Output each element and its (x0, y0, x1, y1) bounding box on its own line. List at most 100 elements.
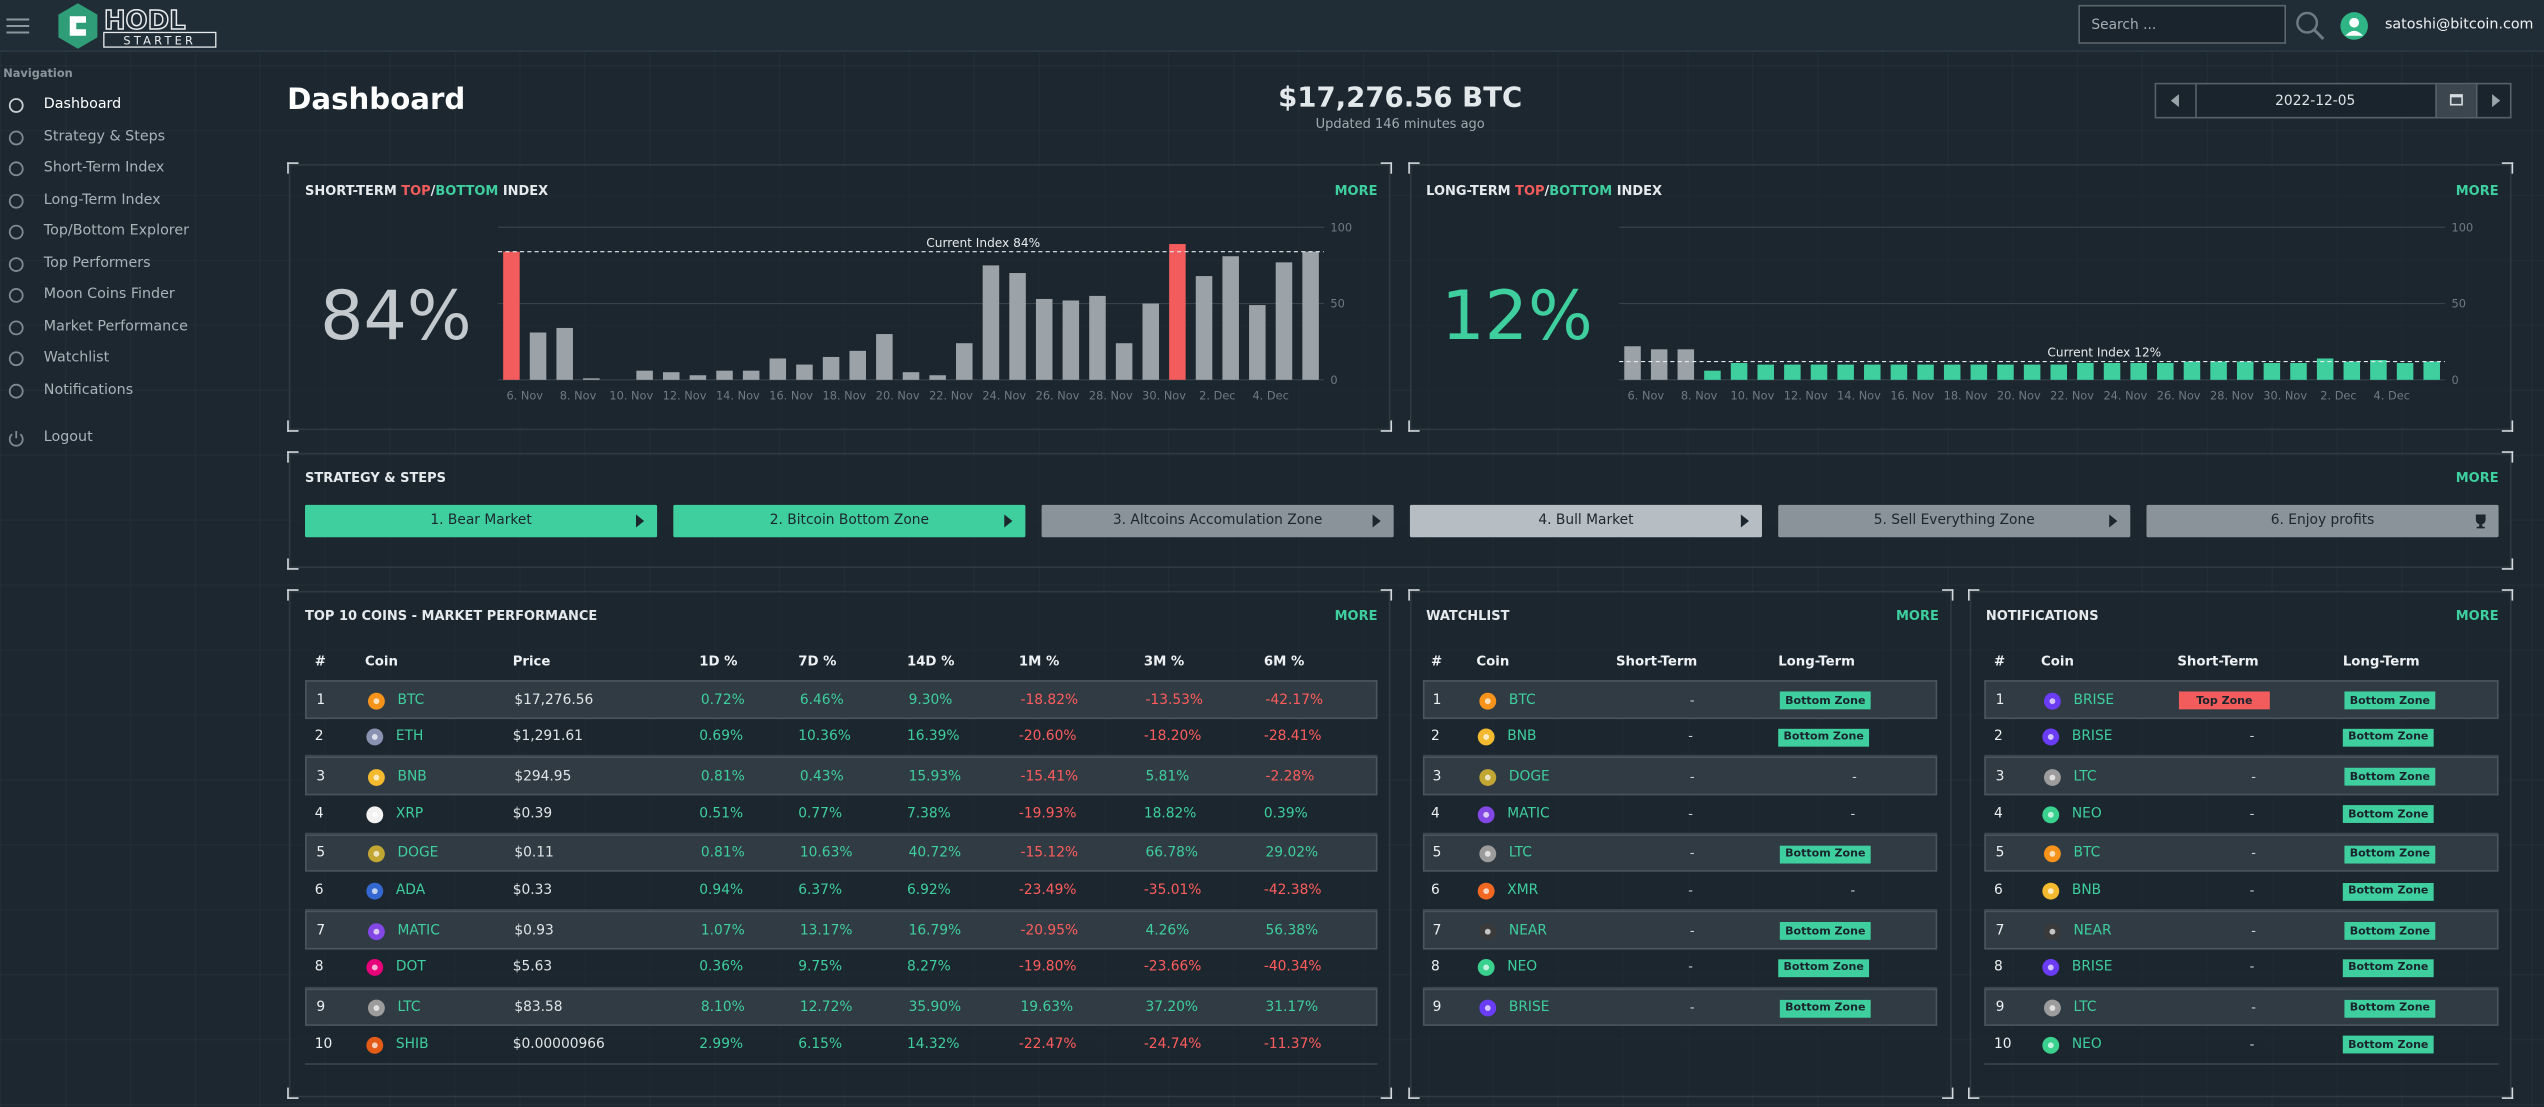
rank: 7 (1432, 922, 1442, 939)
coin-icon (2043, 999, 2061, 1017)
coin-icon-dot (1484, 1005, 1491, 1012)
rank: 3 (316, 768, 326, 786)
coin-icon-dot (2047, 888, 2054, 895)
coin-icon-dot (2047, 734, 2054, 741)
coin-icon-dot (2049, 851, 2056, 858)
coin-icon-dot (1484, 928, 1491, 935)
menu-icon[interactable] (3, 0, 32, 52)
coin-name[interactable]: BRISE (1508, 999, 1550, 1016)
coin-name[interactable]: ADA (395, 882, 426, 899)
logout[interactable]: Logout (43, 429, 93, 446)
search-box[interactable]: Search ... (2078, 4, 2287, 44)
strategy-step[interactable]: 5. Sell Everything Zone (1778, 504, 2131, 538)
rank: 2 (1993, 728, 2003, 745)
table-row: 10 SHIB $0.00000966 2.99% 6.15% 14.32% -22.47%… (305, 1026, 1378, 1065)
coin-name[interactable]: NEO (2071, 805, 2102, 822)
date-prev[interactable] (2156, 84, 2197, 117)
coin-name[interactable]: LTC (1508, 845, 1532, 862)
nav-item[interactable]: Strategy & Steps (43, 129, 166, 146)
user-icon[interactable] (2340, 11, 2369, 40)
coin-name[interactable]: BNB (2071, 882, 2102, 899)
nav-icon-shape (8, 224, 24, 240)
coin-name[interactable]: MATIC (1507, 805, 1550, 822)
date-value[interactable]: 2022-12-05 (2275, 92, 2356, 110)
zone-empty: - (2249, 883, 2255, 898)
coin-name[interactable]: BNB (1507, 728, 1537, 745)
step-label: 4. Bull Market (1538, 512, 1634, 529)
coin-name[interactable]: DOGE (397, 845, 439, 862)
trophy-shape (2475, 514, 2486, 529)
zone-badge: Bottom Zone (2342, 959, 2434, 977)
change: 12.72% (799, 999, 853, 1016)
nav-item[interactable]: Notifications (43, 382, 134, 399)
coin-icon (2042, 882, 2060, 900)
nav-item[interactable]: Top/Bottom Explorer (43, 223, 190, 240)
nav-item[interactable]: Dashboard (43, 96, 122, 113)
coin-name[interactable]: XMR (1507, 882, 1539, 899)
coin-name[interactable]: BRISE (2071, 728, 2113, 745)
coin-name[interactable]: NEAR (1508, 922, 1547, 939)
coin-name[interactable]: DOGE (1508, 768, 1550, 786)
table-row: 3 LTC - Bottom Zone (1984, 757, 2499, 796)
rank: 6 (1993, 882, 2003, 899)
date-calendar[interactable] (2435, 84, 2476, 117)
coin-name[interactable]: LTC (2073, 999, 2097, 1016)
panel-title: TOP 10 COINS - MARKET PERFORMANCE (305, 608, 598, 624)
bar (1009, 273, 1026, 380)
nav-item[interactable]: Long-Term Index (43, 192, 161, 209)
coin-name[interactable]: DOT (395, 959, 426, 976)
coin-name[interactable]: LTC (2073, 768, 2097, 786)
coin-name[interactable]: XRP (395, 805, 424, 822)
title-part: BOTTOM (1549, 183, 1613, 199)
bar (1142, 303, 1160, 380)
coin-name[interactable]: BTC (1508, 691, 1536, 709)
nav-item[interactable]: Short-Term Index (43, 160, 165, 177)
bar (1062, 300, 1080, 380)
coin-name[interactable]: NEO (1507, 959, 1538, 976)
nav-item[interactable]: Moon Coins Finder (43, 286, 175, 303)
more-link[interactable]: MORE (1334, 608, 1378, 624)
zone-label: Bottom Zone (2349, 924, 2431, 938)
coin-name[interactable]: NEO (2071, 1036, 2102, 1053)
search-icon[interactable] (2294, 10, 2326, 42)
nav-item[interactable]: Watchlist (43, 349, 110, 367)
coin-icon-dot (1483, 734, 1490, 741)
change: -11.37% (1263, 1036, 1322, 1053)
coin-name[interactable]: BTC (397, 691, 425, 709)
coin-name[interactable]: BTC (2073, 845, 2101, 862)
nav-item[interactable]: Market Performance (43, 319, 188, 336)
more-link[interactable]: MORE (1896, 608, 1939, 624)
nav-icon-shape (8, 320, 24, 336)
panel-corner (2501, 1087, 2514, 1099)
coin-name[interactable]: LTC (397, 999, 421, 1016)
strategy-step[interactable]: 1. Bear Market (305, 504, 658, 538)
y-tick-label: 100 (2452, 220, 2474, 234)
zone-label: Bottom Zone (1785, 693, 1866, 707)
coin-icon-dot (1484, 697, 1491, 704)
bar (1302, 251, 1319, 380)
coin-name[interactable]: BRISE (2071, 959, 2113, 976)
bar (1810, 364, 1828, 380)
x-tick-label: 26. Nov (2157, 388, 2201, 402)
more-link[interactable]: MORE (1334, 183, 1378, 199)
strategy-step[interactable]: 4. Bull Market (1409, 504, 1762, 538)
nav-item[interactable]: Top Performers (43, 255, 151, 273)
strategy-step[interactable]: 6. Enjoy profits (2146, 504, 2499, 538)
x-tick-label: 26. Nov (1036, 388, 1080, 402)
coin-name[interactable]: BRISE (2073, 691, 2115, 709)
user-email[interactable]: satoshi@bitcoin.com (2385, 17, 2534, 34)
strategy-step[interactable]: 3. Altcoins Accomulation Zone (1041, 504, 1394, 538)
more-link[interactable]: MORE (2455, 608, 2499, 624)
coin-name[interactable]: MATIC (397, 922, 440, 939)
coin-name[interactable]: BNB (397, 768, 427, 786)
coin-name[interactable]: ETH (395, 728, 424, 745)
change: -20.60% (1018, 728, 1077, 745)
more-link[interactable]: MORE (2455, 183, 2499, 199)
date-next[interactable] (2475, 84, 2513, 117)
more-link[interactable]: MORE (2455, 470, 2499, 486)
coin-name[interactable]: SHIB (395, 1036, 429, 1053)
strategy-step[interactable]: 2. Bitcoin Bottom Zone (673, 504, 1026, 538)
table-row: 5 BTC - Bottom Zone (1984, 833, 2499, 873)
coin-name[interactable]: NEAR (2073, 922, 2112, 939)
